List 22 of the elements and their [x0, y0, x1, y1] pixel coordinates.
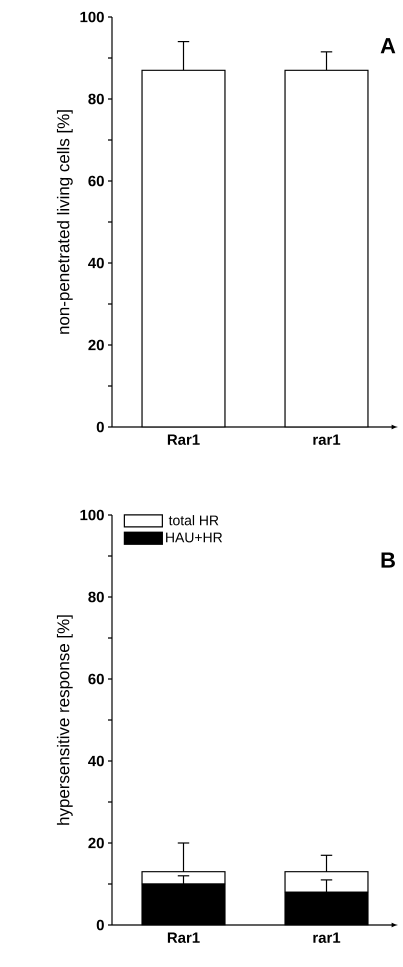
y-tick-label: 60: [88, 176, 104, 186]
y-tick-label: 100: [80, 510, 104, 520]
y-tick-label: 0: [96, 422, 104, 432]
y-axis-title: non-penetrated living cells [%]: [56, 110, 73, 334]
legend-label: total HR: [168, 515, 218, 526]
x-tick-label: Rar1: [168, 932, 200, 943]
y-tick-label: 0: [96, 920, 104, 930]
annotation: B: [382, 552, 395, 568]
x-tick-label: Rar1: [168, 434, 200, 445]
y-tick-label: 80: [88, 94, 104, 104]
annotation: A: [380, 38, 396, 54]
y-tick-label: 60: [88, 674, 104, 684]
x-tick-label: rar1: [313, 434, 340, 445]
y-tick-label: 100: [80, 12, 104, 22]
y-axis-title: hypersensitive response [%]: [56, 615, 73, 825]
x-tick-label: rar1: [313, 932, 340, 943]
y-tick-label: 40: [88, 258, 104, 268]
y-tick-label: 80: [88, 592, 104, 602]
y-tick-label: 40: [88, 756, 104, 766]
y-tick-label: 20: [88, 838, 104, 848]
y-tick-label: 20: [88, 340, 104, 350]
legend-label: HAU+HR: [166, 532, 222, 542]
